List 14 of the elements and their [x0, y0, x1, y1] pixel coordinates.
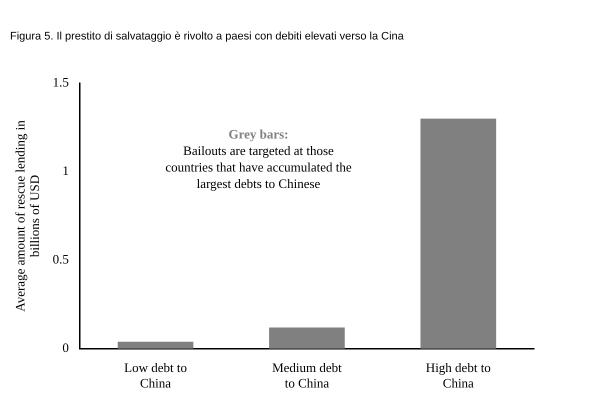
y-tick-label: 1.5 [52, 74, 69, 90]
x-tick-label: Medium debt to China [272, 360, 342, 391]
bar [118, 342, 194, 349]
bar [269, 328, 345, 349]
chart-title: Figura 5. Il prestito di salvataggio è rivolto a paesi con debiti elevati verso la Cina [10, 30, 405, 43]
y-axis-title: Average amount of rescue lending in billions of USD [12, 120, 42, 312]
y-tick-label: 0 [62, 340, 69, 356]
x-tick-label: Low debt to China [124, 360, 187, 391]
y-tick-label: 1 [62, 163, 69, 178]
bar [420, 118, 496, 349]
y-tick-label: 0.5 [52, 252, 69, 267]
x-tick-label: High debt to China [426, 360, 491, 391]
annotation: Grey bars: [228, 126, 289, 142]
annotation: Bailouts are targeted at those countries that have accumulated the largest debts to Chinese [165, 143, 352, 192]
